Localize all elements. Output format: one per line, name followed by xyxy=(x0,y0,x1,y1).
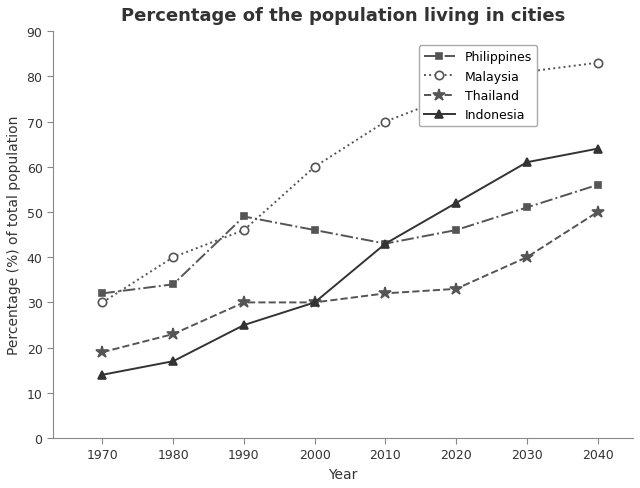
Philippines xyxy=(99,291,106,297)
Indonesia xyxy=(99,372,106,378)
Philippines xyxy=(523,205,531,211)
Indonesia xyxy=(523,160,531,166)
Thailand xyxy=(311,300,319,305)
Malaysia xyxy=(381,120,389,125)
Indonesia xyxy=(594,146,602,152)
Indonesia xyxy=(452,201,460,206)
Thailand xyxy=(452,286,460,292)
Malaysia xyxy=(452,92,460,98)
Legend: Philippines, Malaysia, Thailand, Indonesia: Philippines, Malaysia, Thailand, Indones… xyxy=(419,46,538,127)
Philippines xyxy=(594,183,602,188)
Thailand xyxy=(99,349,106,355)
Indonesia xyxy=(381,241,389,247)
Malaysia xyxy=(523,70,531,76)
Thailand xyxy=(523,255,531,261)
Philippines xyxy=(170,282,177,287)
Malaysia xyxy=(240,227,248,233)
Malaysia xyxy=(594,61,602,66)
Y-axis label: Percentage (%) of total population: Percentage (%) of total population xyxy=(7,116,21,354)
X-axis label: Year: Year xyxy=(328,467,358,481)
Malaysia xyxy=(170,255,177,261)
Line: Indonesia: Indonesia xyxy=(99,145,602,379)
Philippines xyxy=(452,227,460,233)
Indonesia xyxy=(240,323,248,328)
Philippines xyxy=(240,214,248,220)
Malaysia xyxy=(311,164,319,170)
Indonesia xyxy=(311,300,319,305)
Line: Thailand: Thailand xyxy=(96,206,604,359)
Indonesia xyxy=(170,359,177,365)
Title: Percentage of the population living in cities: Percentage of the population living in c… xyxy=(121,7,565,25)
Thailand xyxy=(381,291,389,297)
Thailand xyxy=(594,209,602,215)
Philippines xyxy=(311,227,319,233)
Philippines xyxy=(381,241,389,247)
Thailand xyxy=(240,300,248,305)
Line: Malaysia: Malaysia xyxy=(99,60,602,307)
Malaysia xyxy=(99,300,106,305)
Thailand xyxy=(170,331,177,337)
Line: Philippines: Philippines xyxy=(99,182,601,297)
